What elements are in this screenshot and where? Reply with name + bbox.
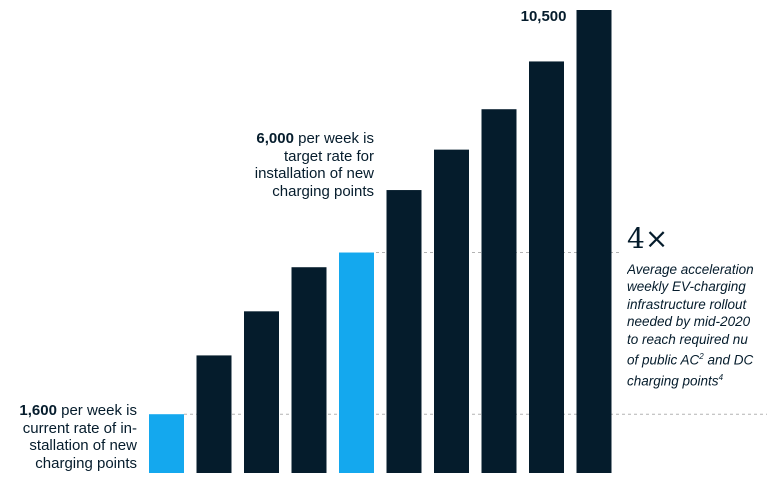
data-label-10: 10,500 [521,8,567,25]
bar-7 [434,149,469,473]
note-line-2: weekly EV-charging [627,279,746,295]
target-rate-value: 6,000 [256,130,294,147]
bar-3 [244,311,279,473]
note-line-7: charging points [627,373,719,389]
current-rate-text-3: stallation of new [29,437,137,454]
bar-4 [291,267,327,473]
note-and-dc: and DC [703,352,754,368]
note-line-6: of public AC [627,352,700,368]
footnote-2: 2 [699,352,704,362]
current-rate-annotation: 1,600 per week is current rate of in- st… [10,402,137,472]
target-rate-text-3: installation of new [254,165,374,182]
bar-8 [481,109,517,473]
footnote-4: 4 [718,372,724,382]
target-rate-text-1: per week is [293,130,374,147]
current-rate-text-2: current rate of in- [22,419,137,437]
acceleration-multiplier: 4× [627,222,669,255]
target-rate-text-2: target rate for [283,147,374,165]
bar-9 [529,61,564,473]
current-rate-value: 1,600 [19,402,57,419]
target-rate-text-4: charging points [272,182,374,200]
note-line-3: infrastructure rollout [627,296,747,312]
current-rate-text-4: charging points [35,454,137,472]
target-rate-annotation: 6,000 per week is target rate for instal… [220,130,374,200]
bar-10 [576,10,612,473]
bar-2 [196,355,232,473]
bar-1 [149,414,184,473]
note-line-4: needed by mid-2020 [627,314,751,330]
bar-5 [339,252,374,473]
note-line-5: to reach required nu [627,331,748,347]
note-line-1: Average acceleration [627,262,754,277]
bar-6 [386,190,422,474]
acceleration-note: Average acceleration weekly EV-charging … [627,261,767,390]
current-rate-text-1: per week is [56,402,137,419]
